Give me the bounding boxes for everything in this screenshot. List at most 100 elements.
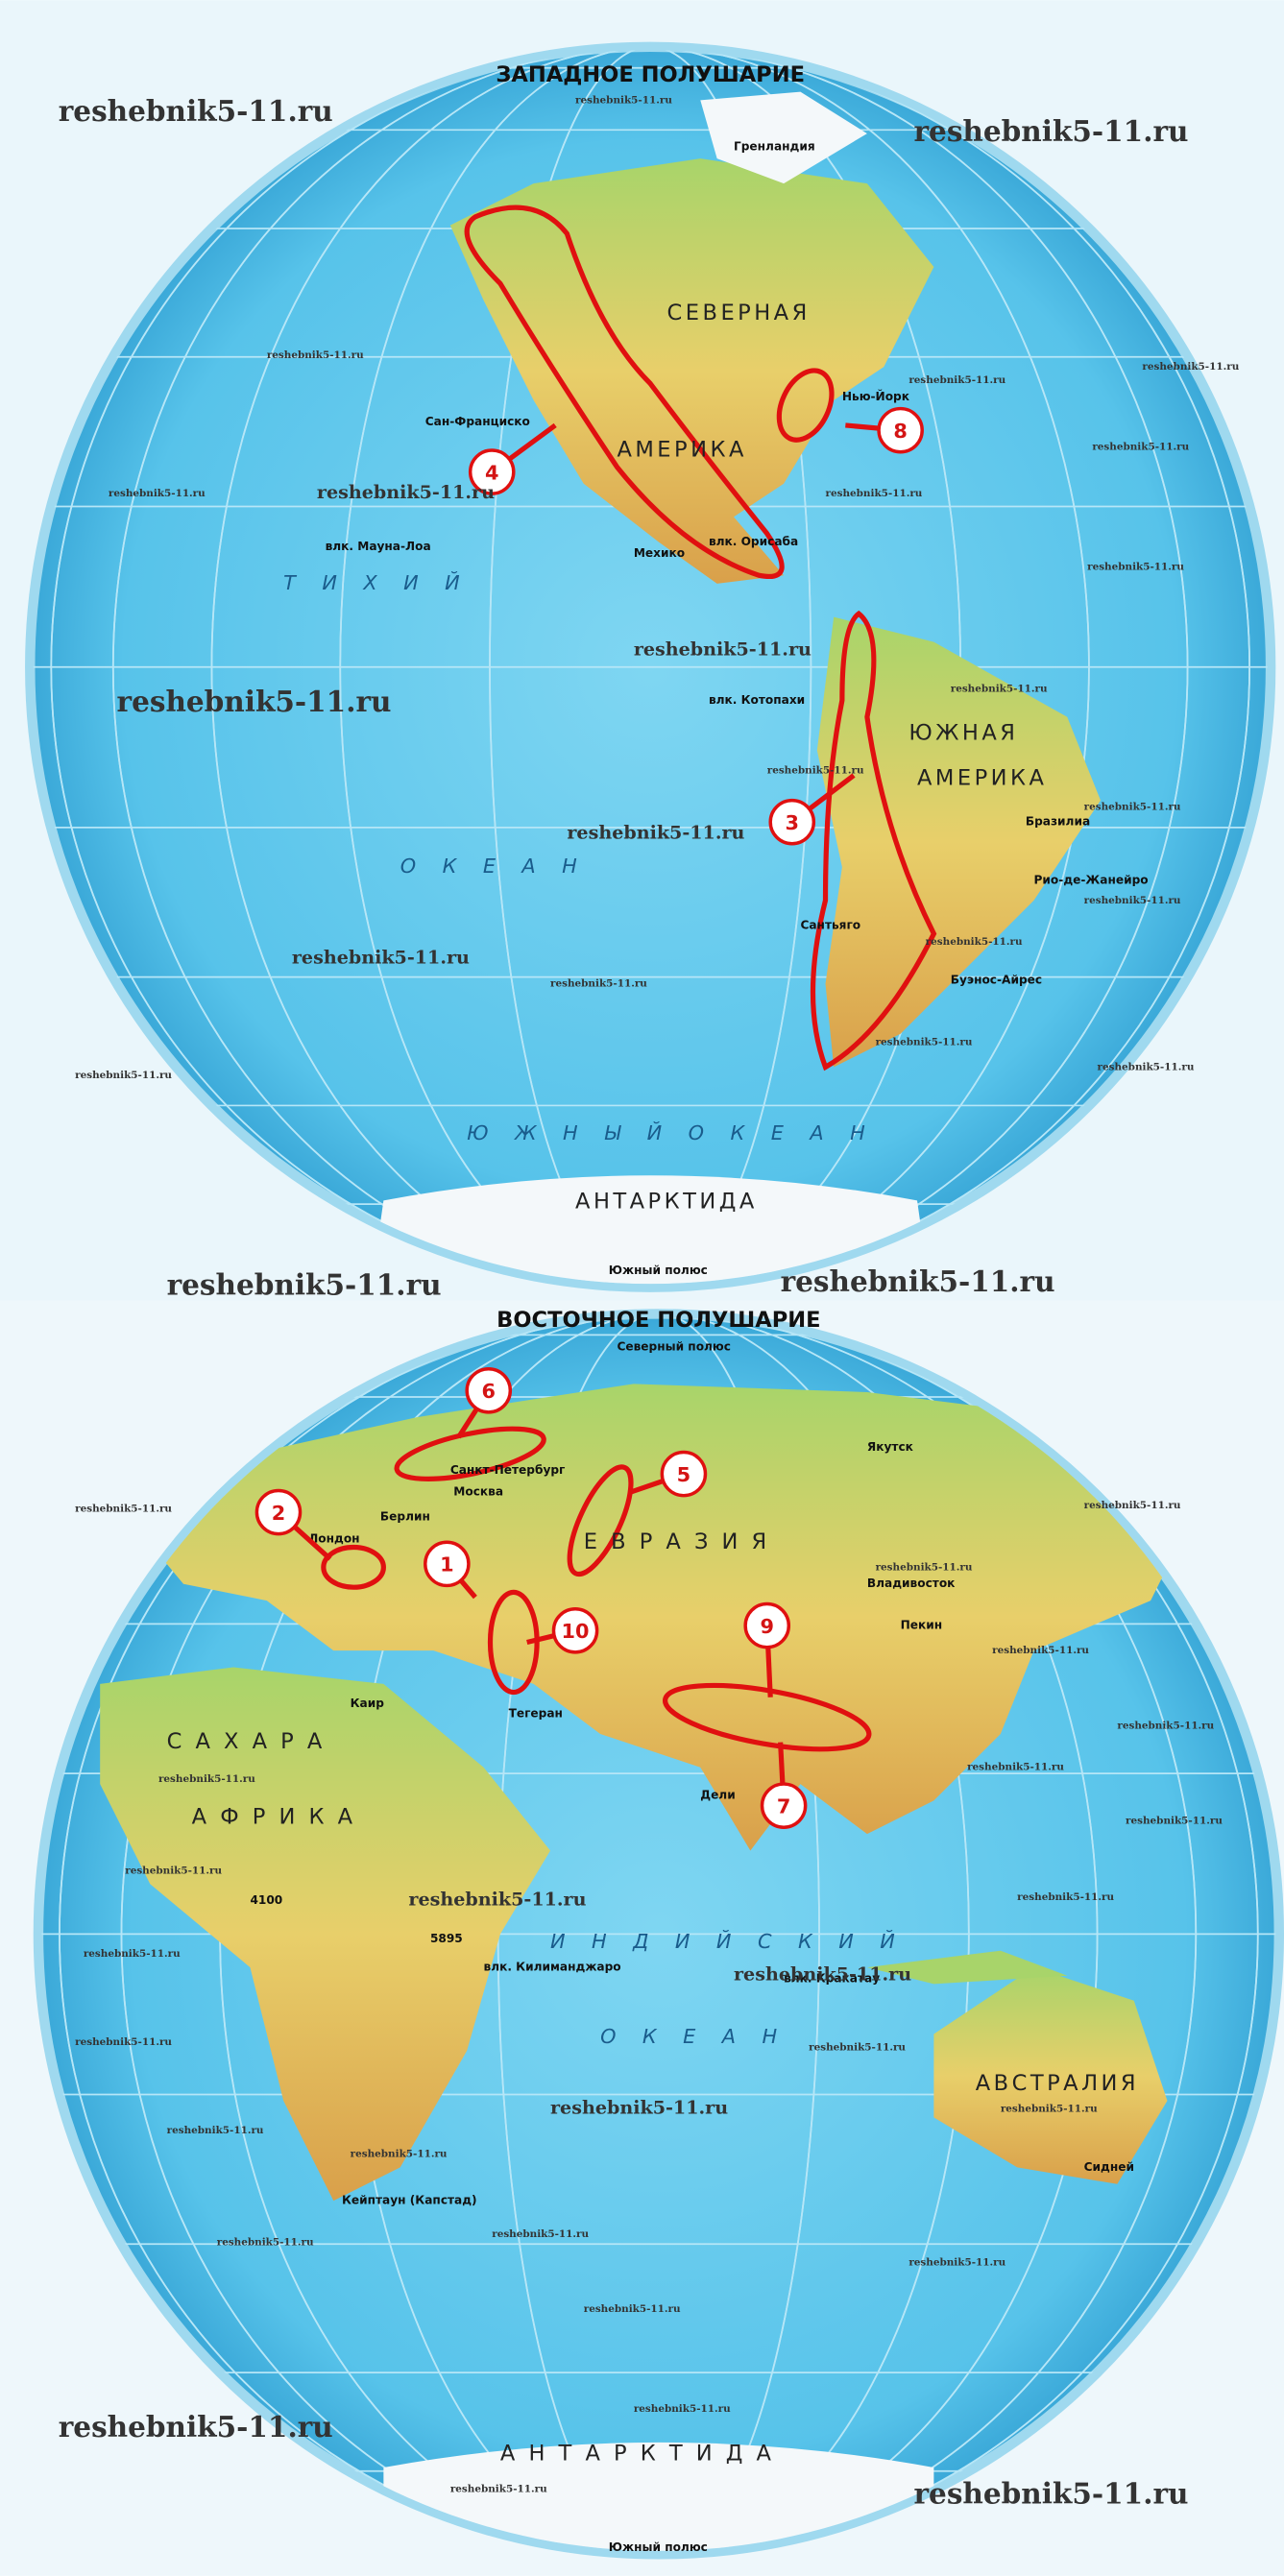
meridian [120,1316,1198,2551]
marker-number: 2 [272,1502,286,1525]
marker-circle [254,1488,303,1536]
africa [100,1667,550,2202]
watermark: reshebnik5-11.ru [634,638,812,660]
watermark: reshebnik5-11.ru [634,2403,731,2415]
place-label: Кейптаун (Капстад) [342,2194,477,2207]
watermark: reshebnik5-11.ru [1126,1815,1223,1826]
watermark: reshebnik5-11.ru [1017,1891,1114,1903]
watermark: reshebnik5-11.ru [734,1963,911,1986]
marker-number: 10 [562,1620,590,1643]
watermark: reshebnik5-11.ru [575,94,672,106]
place-label: Буэнос-Айрес [951,974,1042,987]
watermark: reshebnik5-11.ru [492,2228,589,2240]
marker-number: 8 [893,420,907,443]
marker-circle [660,1450,708,1498]
place-label: Дели [700,1789,735,1802]
greenland [700,91,867,184]
watermark: reshebnik5-11.ru [75,2036,172,2048]
watermark: reshebnik5-11.ru [826,488,923,499]
north-america [449,158,934,584]
western-hemisphere [25,41,1276,1292]
marker-circle [743,1601,791,1649]
place-label: влк. Мауна-Лоа [326,540,431,553]
watermark: reshebnik5-11.ru [914,114,1189,148]
watermark: reshebnik5-11.ru [908,2256,1005,2268]
outline-alps [321,1544,386,1590]
continent-label: АМЕРИКА [917,766,1047,791]
place-label: Владивосток [867,1577,956,1590]
australia [933,1967,1168,2184]
place-label: влк. Котопахи [709,693,805,707]
watermark: reshebnik5-11.ru [158,1773,255,1785]
continent-label: Е В Р А З И Я [584,1529,770,1554]
place-label: Сидней [1084,2160,1134,2174]
watermark: reshebnik5-11.ru [992,1645,1089,1656]
place-label: Рио-де-Жанейро [1034,873,1149,886]
place-label: влк. Килиманджаро [484,1961,621,1974]
marker-number: 5 [677,1463,691,1486]
continent-label: АМЕРИКА [617,437,746,462]
watermark: reshebnik5-11.ru [408,1889,586,1911]
watermark: reshebnik5-11.ru [967,1762,1064,1773]
marker-number: 9 [760,1615,774,1638]
watermark: reshebnik5-11.ru [876,1036,973,1047]
place-label: Гренландия [734,139,815,153]
watermark: reshebnik5-11.ru [1142,361,1239,373]
watermark: reshebnik5-11.ru [767,764,864,776]
ocean-label: И Н Д И Й С К И Й [550,1929,905,1953]
place-label: Санкт-Петербург [450,1463,566,1477]
islands [866,1950,1068,1985]
pole-label: Южный полюс [609,1264,708,1277]
place-label: влк. Орисаба [709,535,798,548]
continent-label: А Н Т А Р К Т И Д А [500,2442,775,2467]
place-label: Мехико [634,546,685,560]
place-label: Якутск [867,1440,914,1454]
continent-label: ЮЖНАЯ [908,721,1018,746]
place-label: Берлин [380,1510,430,1524]
watermark: reshebnik5-11.ru [1117,1720,1214,1731]
marker-circle [424,1540,471,1588]
marker-circle [468,448,516,495]
ocean-label: Т И Х И Й [283,570,470,594]
watermark: reshebnik5-11.ru [59,2410,333,2444]
watermark: reshebnik5-11.ru [75,1504,172,1515]
meridian [210,50,1090,1285]
south-america [816,616,1101,1068]
watermark: reshebnik5-11.ru [1098,1061,1195,1072]
place-label: Пекин [901,1619,943,1632]
marker-circle [465,1366,513,1414]
watermark: reshebnik5-11.ru [351,2149,448,2160]
antarctica [383,2442,934,2551]
watermark: reshebnik5-11.ru [167,1268,442,1302]
watermark: reshebnik5-11.ru [809,2041,906,2053]
pole-label: Южный полюс [609,2540,708,2554]
marker-number: 7 [777,1794,791,1818]
continent-label: АНТАРКТИДА [575,1190,758,1215]
watermark: reshebnik5-11.ru [217,2237,314,2249]
marker-circle [551,1607,599,1654]
place-label: Лондон [308,1531,359,1545]
place-label: Тегеран [509,1707,563,1721]
meridian [50,50,1250,1285]
watermark: reshebnik5-11.ru [550,978,647,990]
outline-cordillera [464,205,785,579]
watermark: reshebnik5-11.ru [1084,895,1181,906]
watermark: reshebnik5-11.ru [1001,2104,1098,2115]
watermark: reshebnik5-11.ru [1084,1500,1181,1511]
outline-ural [567,1464,634,1577]
watermark: reshebnik5-11.ru [1087,562,1184,573]
watermark: reshebnik5-11.ru [1092,442,1189,453]
meridian [489,50,812,1285]
marker-number: 4 [485,461,499,484]
outline-andes [810,610,937,1071]
watermark: reshebnik5-11.ru [167,2125,264,2136]
continent-label: СЕВЕРНАЯ [667,301,811,325]
ocean-label: О К Е А Н [400,855,588,878]
watermark: reshebnik5-11.ru [781,1264,1055,1298]
pole-label: Северный полюс [617,1340,730,1354]
watermark: reshebnik5-11.ru [951,683,1048,694]
place-label: Каир [351,1697,385,1710]
marker-circle [760,1782,808,1829]
